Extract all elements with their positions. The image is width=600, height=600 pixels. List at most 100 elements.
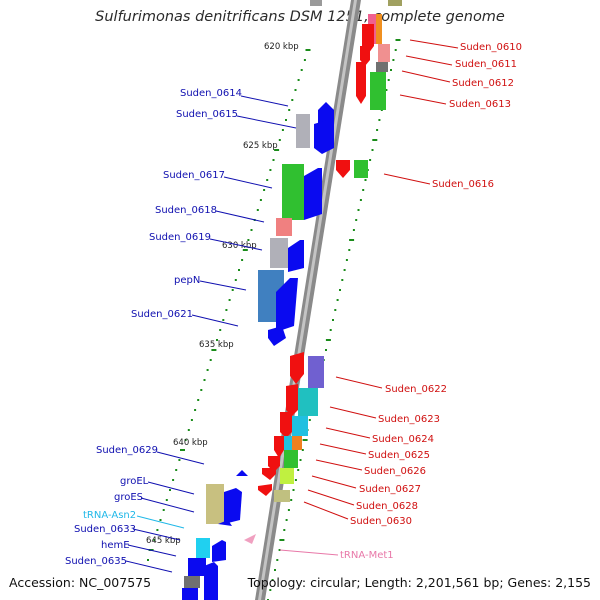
tick-mark bbox=[359, 199, 362, 201]
tick-mark bbox=[187, 429, 190, 431]
tick-mark bbox=[302, 439, 308, 441]
scale-label-640: 640 kbp bbox=[173, 438, 208, 448]
trna-met1 bbox=[244, 534, 256, 544]
gene-bar-hemE bbox=[188, 558, 206, 576]
label-suden-0624: Suden_0624 bbox=[372, 434, 434, 445]
tick-mark bbox=[325, 349, 327, 351]
tick-mark bbox=[281, 129, 284, 131]
tick-mark bbox=[364, 179, 367, 181]
tick-mark bbox=[263, 189, 266, 191]
tick-mark bbox=[147, 559, 149, 561]
tick-mark bbox=[283, 529, 286, 531]
tick-mark bbox=[272, 159, 275, 161]
gene-bar-0626 bbox=[284, 450, 298, 468]
gene-block-gray-top bbox=[310, 0, 322, 6]
gene-arrow-0614 bbox=[318, 102, 334, 124]
tick-mark bbox=[219, 329, 222, 331]
gene-bar-0614 bbox=[296, 114, 310, 148]
tick-mark bbox=[341, 279, 344, 281]
tick-mark bbox=[349, 239, 355, 241]
gene-bar-0623 bbox=[298, 388, 318, 416]
label-suden-0610: Suden_0610 bbox=[460, 42, 522, 53]
tick-mark bbox=[292, 489, 295, 491]
gene-cluster-left-1[interactable] bbox=[258, 102, 334, 346]
tick-mark bbox=[159, 519, 162, 521]
tick-mark bbox=[269, 589, 272, 591]
gene-bar-0635 bbox=[184, 576, 200, 588]
tick-mark bbox=[355, 219, 358, 221]
tick-mark bbox=[274, 569, 276, 571]
label-suden-0616: Suden_0616 bbox=[432, 179, 494, 190]
gene-bar-0633 bbox=[196, 538, 210, 558]
tick-mark bbox=[343, 269, 346, 271]
label-groES: groES bbox=[114, 492, 143, 503]
tick-mark bbox=[297, 79, 300, 81]
gene-bar-0624 bbox=[292, 416, 308, 436]
gene-bar-0612 bbox=[376, 62, 388, 72]
right-label-group: Suden_0610 Suden_0611 Suden_0612 Suden_0… bbox=[279, 39, 522, 561]
tick-mark bbox=[278, 139, 281, 141]
tick-mark bbox=[303, 59, 306, 61]
gene-cluster-left-2[interactable] bbox=[182, 470, 256, 600]
tick-mark bbox=[206, 369, 209, 371]
tick-mark bbox=[194, 409, 197, 411]
label-suden-0627: Suden_0627 bbox=[359, 484, 421, 495]
tick-mark bbox=[234, 279, 237, 281]
tick-mark bbox=[250, 229, 253, 231]
label-suden-0615: Suden_0615 bbox=[176, 109, 238, 120]
label-suden-0630: Suden_0630 bbox=[350, 516, 412, 527]
gene-arrow-0622 bbox=[290, 352, 304, 384]
tick-mark bbox=[362, 189, 365, 191]
label-suden-0628: Suden_0628 bbox=[356, 501, 418, 512]
tick-mark bbox=[329, 329, 332, 331]
gene-arrow-0616 bbox=[336, 160, 350, 178]
tick-mark bbox=[348, 249, 351, 251]
label-pepN: pepN bbox=[174, 275, 200, 286]
tick-mark bbox=[238, 269, 240, 271]
tick-mark bbox=[395, 39, 401, 41]
gene-cluster-top-right[interactable] bbox=[310, 0, 402, 178]
gene-arrow-0617 bbox=[304, 168, 322, 220]
tick-mark bbox=[269, 169, 272, 171]
tick-mark bbox=[378, 119, 381, 121]
tick-mark bbox=[276, 559, 279, 561]
label-hemE: hemE bbox=[101, 540, 130, 551]
gene-arrow-0615 bbox=[314, 118, 334, 154]
gene-bar-0625b bbox=[284, 436, 292, 450]
gene-bar-0613 bbox=[370, 72, 386, 110]
tick-mark bbox=[352, 229, 355, 231]
gene-bar-0622 bbox=[308, 356, 324, 388]
tick-mark bbox=[279, 539, 285, 541]
tick-mark bbox=[153, 539, 156, 541]
tick-mark bbox=[259, 199, 262, 201]
tick-mark bbox=[156, 529, 159, 531]
tick-mark bbox=[371, 149, 374, 151]
label-suden-0617: Suden_0617 bbox=[163, 170, 225, 181]
tick-mark bbox=[372, 139, 378, 141]
label-groEL: groEL bbox=[120, 476, 149, 487]
gene-bar-groEL bbox=[206, 484, 224, 524]
tick-mark bbox=[357, 209, 360, 211]
gene-arrow-0628 bbox=[262, 468, 276, 480]
tick-mark bbox=[197, 399, 200, 401]
tick-mark bbox=[294, 479, 297, 481]
tick-mark bbox=[225, 309, 228, 311]
gene-arrow-0619 bbox=[288, 240, 304, 272]
left-label-group: Suden_0614 Suden_0615 Suden_0617 Suden_0… bbox=[65, 88, 297, 573]
tick-mark bbox=[376, 129, 379, 131]
gene-arrow-0630 bbox=[258, 484, 272, 496]
gene-arrow-0633 bbox=[212, 540, 226, 562]
tick-mark bbox=[345, 259, 348, 261]
gene-bar-0625 bbox=[292, 436, 302, 450]
gene-arrow-0629 bbox=[236, 470, 248, 476]
tick-mark bbox=[291, 99, 294, 101]
tick-mark bbox=[387, 79, 390, 81]
scale-label-630: 630 kbp bbox=[222, 241, 257, 251]
tick-mark bbox=[325, 339, 331, 341]
gene-cluster-right-mid[interactable] bbox=[258, 352, 324, 502]
label-suden-0613: Suden_0613 bbox=[449, 99, 511, 110]
tick-mark bbox=[180, 449, 185, 451]
tick-mark bbox=[301, 449, 304, 451]
tick-mark bbox=[178, 459, 181, 461]
